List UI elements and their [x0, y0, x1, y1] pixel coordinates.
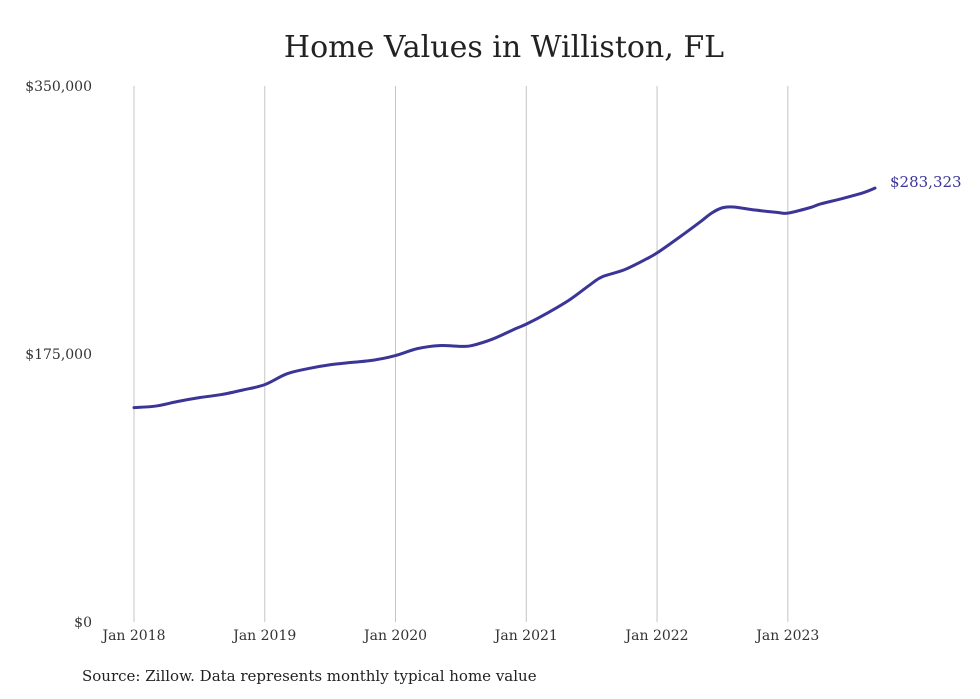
y-tick-label: $350,000	[25, 79, 92, 95]
grid-lines	[133, 86, 789, 622]
source-note: Source: Zillow. Data represents monthly …	[82, 667, 537, 685]
end-value-label: $283,323	[890, 173, 962, 191]
x-axis-ticks: Jan 2018 Jan 2019 Jan 2020 Jan 2021 Jan 2022…	[100, 628, 819, 644]
y-axis-ticks: $0 $175,000 $350,000	[25, 79, 92, 631]
x-tick-label: Jan 2020	[362, 628, 427, 644]
y-tick-label: $0	[74, 615, 92, 631]
x-tick-label: Jan 2023	[754, 628, 819, 644]
series-lines	[132, 186, 877, 410]
end-labels: $283,323	[890, 173, 962, 191]
x-tick-label: Jan 2019	[231, 628, 296, 644]
x-tick-label: Jan 2021	[493, 628, 558, 644]
line-chart: $0$175,000$350,000 Jan 2018 Jan 2019 Jan 2…	[25, 79, 962, 644]
x-tick-label: Jan 2022	[624, 628, 689, 644]
y-tick-label: $175,000	[25, 347, 92, 363]
x-tick-label: Jan 2018	[100, 628, 165, 644]
chart-title: Home Values in Williston, FL	[283, 30, 725, 65]
series-line	[132, 186, 877, 410]
